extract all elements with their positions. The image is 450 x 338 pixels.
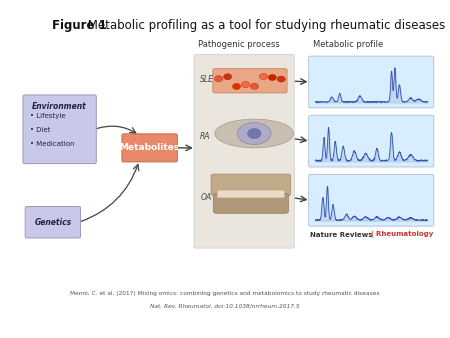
Text: Genetics: Genetics: [34, 218, 72, 227]
FancyBboxPatch shape: [309, 115, 434, 167]
Text: Nat. Rev. Rheumatol. doi:10.1038/nrrheum.2017.5: Nat. Rev. Rheumatol. doi:10.1038/nrrheum…: [150, 304, 300, 308]
Text: | Rheumatology: | Rheumatology: [371, 232, 434, 238]
Text: Metabolites: Metabolites: [120, 143, 180, 152]
Circle shape: [233, 83, 241, 90]
Text: Metabolic profiling as a tool for studying rheumatic diseases: Metabolic profiling as a tool for studyi…: [84, 19, 446, 31]
FancyBboxPatch shape: [122, 134, 177, 162]
FancyBboxPatch shape: [309, 56, 434, 108]
Text: • Lifestyle: • Lifestyle: [30, 113, 66, 119]
Text: Figure 1: Figure 1: [52, 19, 107, 31]
Circle shape: [250, 83, 258, 89]
FancyBboxPatch shape: [211, 174, 291, 196]
FancyBboxPatch shape: [213, 69, 287, 93]
Text: Metabolic profile: Metabolic profile: [313, 40, 383, 49]
Circle shape: [277, 76, 285, 82]
Text: Environment: Environment: [32, 102, 87, 112]
Text: Nature Reviews: Nature Reviews: [310, 232, 373, 238]
Text: RA: RA: [200, 132, 211, 141]
Text: Menni, C. et al. (2017) Mixing omics: combining genetics and metabolomics to stu: Menni, C. et al. (2017) Mixing omics: co…: [70, 291, 380, 295]
Ellipse shape: [238, 122, 271, 145]
Text: SLE: SLE: [200, 75, 214, 84]
Ellipse shape: [215, 119, 293, 148]
Text: • Medication: • Medication: [30, 141, 75, 147]
FancyBboxPatch shape: [217, 190, 284, 198]
Text: • Diet: • Diet: [30, 127, 51, 133]
FancyBboxPatch shape: [213, 194, 288, 213]
Text: OA: OA: [200, 193, 212, 202]
FancyBboxPatch shape: [23, 95, 96, 164]
Circle shape: [242, 81, 250, 88]
Circle shape: [259, 73, 267, 79]
FancyBboxPatch shape: [25, 207, 81, 238]
Circle shape: [224, 74, 232, 80]
Ellipse shape: [248, 128, 261, 139]
FancyBboxPatch shape: [194, 54, 294, 248]
Circle shape: [268, 74, 276, 80]
FancyBboxPatch shape: [309, 174, 434, 226]
Circle shape: [215, 76, 223, 82]
Text: Pathogenic process: Pathogenic process: [198, 40, 280, 49]
